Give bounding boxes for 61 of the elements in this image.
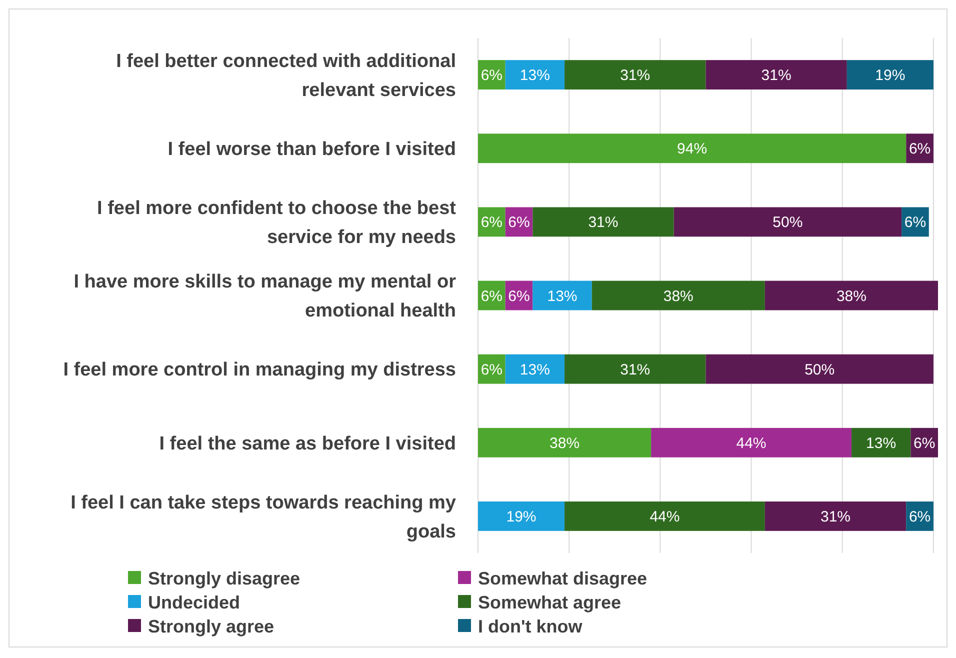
bar xyxy=(532,280,592,310)
data-label: 44% xyxy=(736,434,766,452)
bar xyxy=(851,428,911,458)
y-tick-label: I feel more confident to choose the best service for my needs xyxy=(97,198,457,248)
bar xyxy=(564,502,765,531)
data-label: 13% xyxy=(520,67,550,84)
bar xyxy=(706,354,934,384)
data-label: 6% xyxy=(480,361,503,378)
data-label: 6% xyxy=(908,140,931,158)
bar xyxy=(764,280,938,310)
y-tick-label: I feel the same as before I visited xyxy=(159,433,456,454)
data-label: 31% xyxy=(761,67,792,84)
bar xyxy=(478,134,906,164)
bar xyxy=(674,207,902,237)
bar xyxy=(564,354,706,384)
y-tick-label: I feel I can take steps towards reaching my goals xyxy=(70,492,456,542)
data-label: 38% xyxy=(550,434,580,452)
data-label: 94% xyxy=(677,140,708,158)
bar xyxy=(478,502,565,531)
data-label: 6% xyxy=(913,434,936,452)
data-label: 31% xyxy=(588,214,618,232)
data-label: 50% xyxy=(804,361,835,378)
data-label: 13% xyxy=(547,288,578,305)
bar xyxy=(564,60,706,90)
data-label: 31% xyxy=(820,508,851,526)
data-label: 38% xyxy=(836,288,866,305)
legend-label: Strongly disagree xyxy=(148,568,300,588)
data-label: 6% xyxy=(480,67,503,84)
bar xyxy=(532,207,674,237)
y-tick-label: I feel better connected with additional relevant services xyxy=(116,50,456,101)
data-label: 31% xyxy=(620,67,650,84)
bar xyxy=(846,60,934,90)
bar xyxy=(651,428,852,458)
data-label: 31% xyxy=(620,361,650,378)
legend-label: Somewhat agree xyxy=(478,592,622,612)
legend-label: Strongly agree xyxy=(148,616,274,636)
bar xyxy=(592,280,765,310)
legend-label: Undecided xyxy=(148,592,240,612)
data-label: 6% xyxy=(480,214,503,232)
bar xyxy=(706,60,847,90)
y-tick-label: I have more skills to manage my mental or emotional health xyxy=(74,272,457,322)
data-label: 6% xyxy=(908,508,931,526)
data-label: 6% xyxy=(508,288,530,305)
data-label: 19% xyxy=(875,67,906,84)
data-label: 38% xyxy=(663,288,694,305)
legend-label: Somewhat disagree xyxy=(478,568,648,588)
data-label: 6% xyxy=(904,214,926,232)
y-tick-label: I feel worse than before I visited xyxy=(168,139,456,160)
data-label: 44% xyxy=(650,508,680,526)
bar xyxy=(764,502,906,531)
bar xyxy=(505,60,565,90)
data-label: 19% xyxy=(506,508,536,526)
data-label: 50% xyxy=(772,214,803,232)
legend-label: I don't know xyxy=(478,616,584,636)
data-label: 6% xyxy=(508,214,530,232)
data-label: 13% xyxy=(520,361,550,378)
data-label: 13% xyxy=(866,434,896,452)
y-tick-label: I feel more control in managing my distress xyxy=(63,360,456,381)
bar xyxy=(478,428,652,458)
bar xyxy=(505,354,565,384)
data-label: 6% xyxy=(480,288,503,305)
